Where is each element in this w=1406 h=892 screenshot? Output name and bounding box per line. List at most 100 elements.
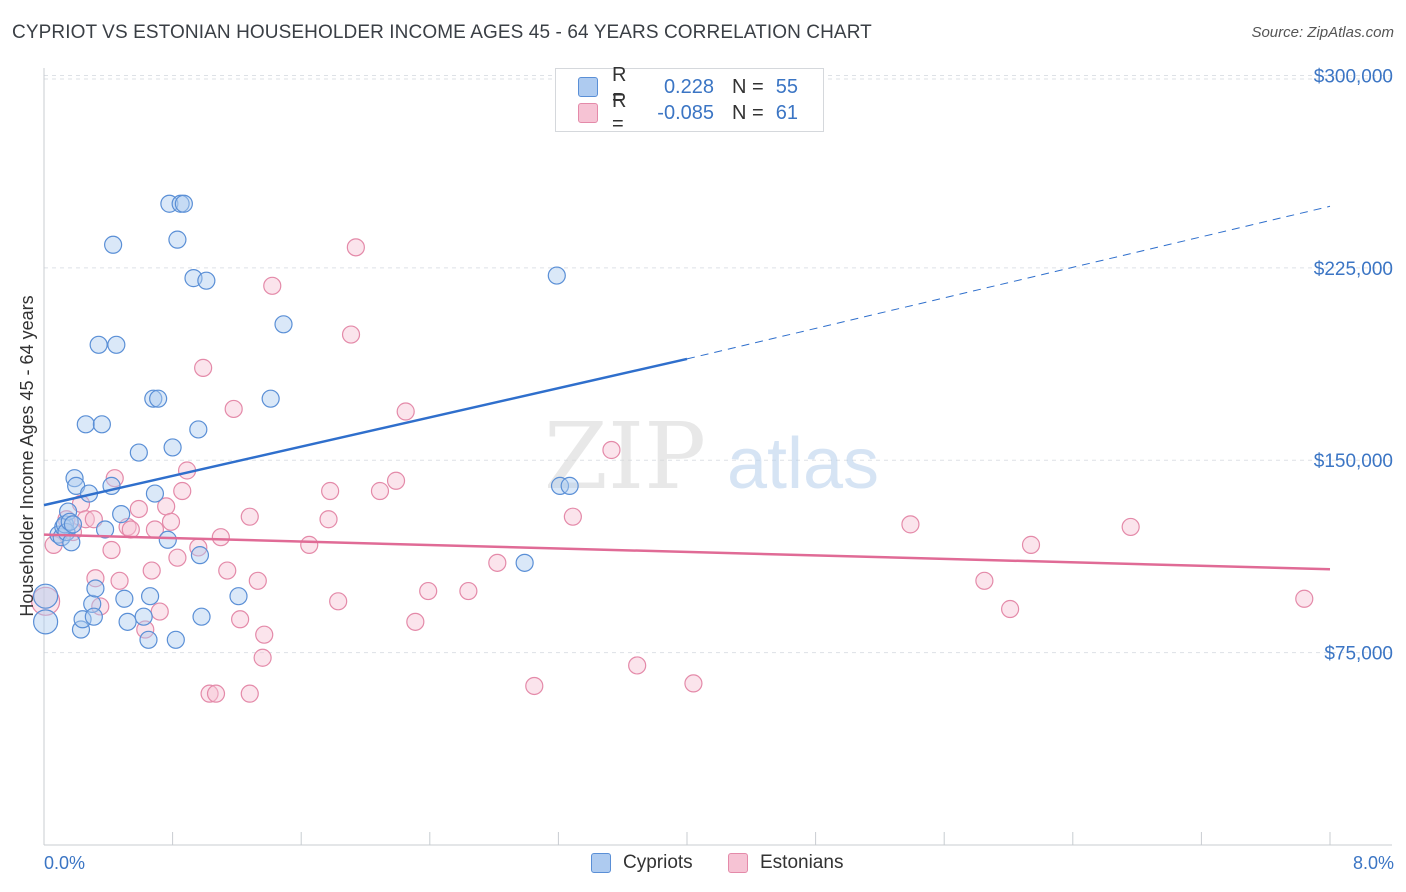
estonians-point [321,481,340,501]
cypriots-point [89,335,108,354]
cypriots-swatch [578,77,598,97]
estonians-swatch [578,103,598,123]
n-label: N = [732,101,764,124]
cypriots-point [62,533,81,552]
estonians-point [319,510,338,529]
estonians-point [419,581,438,601]
estonians-point [602,440,621,460]
estonians-point [488,553,507,572]
trend-lines [43,205,1331,571]
estonians-point [224,399,243,419]
cypriots-point [547,266,566,285]
cypriots-legend-swatch [591,853,611,873]
estonians-point [901,515,920,534]
estonians-point [684,674,703,693]
cypriots-point [33,609,59,635]
estonians-legend-label: Estonians [760,852,844,873]
bottom-legend-estonians[interactable]: Estonians [728,852,843,874]
estonians-point [300,535,319,554]
cypriots-point [261,389,280,408]
watermark: ZIP atlas [544,403,879,510]
chart-title: CYPRIOT VS ESTONIAN HOUSEHOLDER INCOME A… [12,22,872,43]
estonians-point [1121,517,1140,537]
cypriots-point [73,610,92,629]
estonians-point [396,402,415,421]
axis-labels: $75,000 $150,000 $225,000 $300,000 0.0% 8.0% H… [17,66,1394,873]
cypriots-point [65,469,84,488]
x-tick-label: 0.0% [44,853,85,873]
estonians-n-value: 61 [775,101,798,124]
r-label: R = [612,64,627,109]
estonians-point [150,602,169,621]
cypriots-point [149,389,168,408]
bottom-legend-cypriots[interactable]: Cypriots [591,852,693,874]
estonians-point [406,612,425,631]
cypriots-point [192,607,211,626]
y-tick-label: $225,000 [1314,259,1393,280]
cypriots-point [112,505,131,524]
estonians-point [628,656,647,675]
estonians-point [1295,589,1314,608]
estonians-point [346,238,365,257]
estonians-point [110,571,129,590]
cypriots-point [134,607,153,626]
estonians-trend-line [43,533,1331,571]
cypriots-r-value: 0.228 [663,75,714,98]
cypriots-point [118,612,137,631]
legend-row-estonians: R = -0.085 N = 61 [578,90,798,135]
estonians-point [142,561,161,580]
estonians-point [370,481,390,501]
cypriots-point [140,587,160,606]
estonians-point [240,507,259,526]
cypriots-point [84,607,103,626]
cypriots-point [158,530,177,549]
estonians-r-value: -0.085 [657,101,714,124]
cypriots-point [168,230,187,249]
cypriots-point [145,484,165,503]
watermark-zip: ZIP [544,403,706,510]
cypriots-point [166,630,185,649]
cypriots-point [197,271,216,290]
cypriots-points [33,194,579,649]
x-tick-label: 8.0% [1353,853,1394,873]
cypriots-point [229,587,248,606]
legend-row-cypriots: R = 0.228 N = 55 [578,64,798,109]
cypriots-point [107,335,126,354]
estonians-point [525,676,544,696]
estonians-point [563,507,582,526]
estonians-point [211,528,230,547]
cypriots-point [550,476,570,495]
cypriots-trend-line [43,357,688,507]
y-axis-label: Householder Income Ages 45 - 64 years [17,295,37,616]
estonians-legend-swatch [728,853,748,873]
estonians-point [459,581,478,601]
cypriots-point [60,512,79,531]
estonians-point [168,548,187,567]
correlation-legend: R = 0.228 N = 55 R = -0.085 N = 61 [555,64,824,135]
n-label: N = [732,75,764,98]
estonians-point [253,648,272,667]
estonians-point [206,684,226,703]
estonians-point [161,512,181,531]
y-tick-label: $75,000 [1324,644,1393,665]
cypriots-point [129,443,148,462]
cypriots-point [274,315,293,334]
estonians-point [240,684,259,703]
cypriots-point [63,515,83,534]
r-label: R = [612,90,627,135]
estonians-point [31,586,61,616]
estonians-point [173,481,192,501]
estonians-points [31,238,1314,703]
cypriots-point [86,579,105,598]
axes [43,68,1392,846]
cypriots-trend-extension [686,205,1331,360]
cypriots-n-value: 55 [775,75,798,98]
cypriots-point [190,546,210,565]
estonians-point [255,625,274,644]
cypriots-point [189,420,208,439]
cypriots-point [163,438,182,457]
cypriots-point [174,194,193,213]
cypriots-point [560,476,579,495]
estonians-point [231,610,250,629]
